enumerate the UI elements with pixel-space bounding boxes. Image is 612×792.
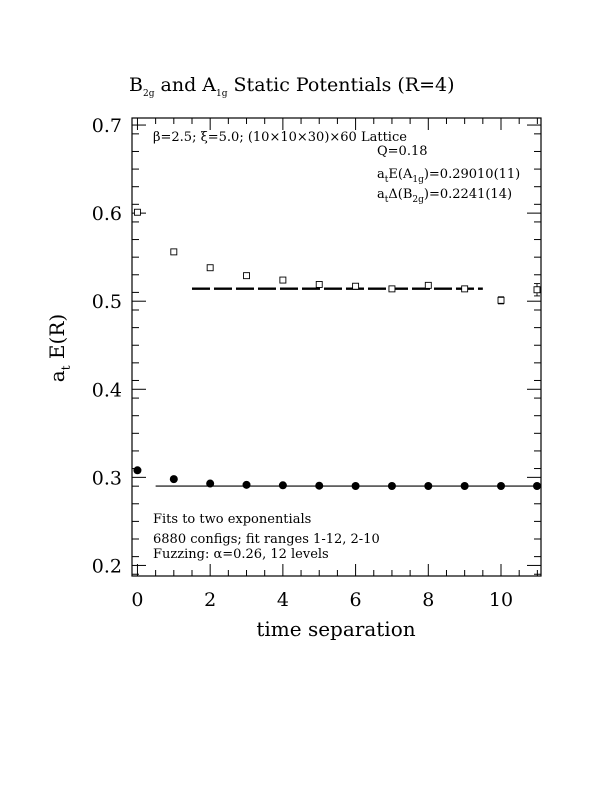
x-tick-label: 8 [422,589,434,611]
y-label-tail: E(R) [45,314,69,366]
energy-b2g-annotation: atΔ(B2g)=0.2241(14) [377,187,512,205]
energy-a1g-annotation: atE(A1g)=0.29010(11) [377,167,520,185]
y-tick-labels: 0.2 0.3 0.4 0.5 0.6 0.7 [92,115,122,577]
x-tick-labels: 0 2 4 6 8 10 [131,589,513,611]
title-part-b: B [129,74,143,96]
a1g-point [278,481,287,490]
title-part-and: and A [154,74,216,96]
a1g-point [424,481,433,490]
x-tick-label: 10 [489,589,513,611]
a1g-point [351,481,360,490]
y-tick-label: 0.3 [92,467,122,489]
y-label-sub-t: t [59,365,73,370]
x-axis-label: time separation [256,617,415,641]
energy-a-sub-t: t [385,175,389,185]
b2g-point [170,248,178,256]
configs-annotation: 6880 configs; fit ranges 1-12, 2-10 [153,532,380,547]
a1g-point [206,479,215,488]
axis-ticks [132,118,541,576]
a1g-point [133,466,142,475]
y-tick-label: 0.7 [92,115,122,137]
energy-a-mid: E(A [388,167,413,182]
y-tick-label: 0.5 [92,291,122,313]
y-tick-label: 0.2 [92,555,122,577]
fits-annotation: Fits to two exponentials [153,512,311,527]
y-axis-label: at E(R) [45,314,73,382]
energy-b-main: a [377,187,385,202]
energy-b-sub-2g: 2g [412,195,424,205]
energy-b-tail: )=0.2241(14) [424,187,512,202]
x-tick-label: 4 [277,589,289,611]
x-tick-label: 0 [131,589,143,611]
b2g-point [388,285,396,293]
a1g-point [460,481,469,490]
b2g-point [243,272,250,280]
b2g-point [497,296,505,304]
x-tick-label: 2 [204,589,216,611]
fuzzing-annotation: Fuzzing: α=0.26, 12 levels [153,547,329,562]
y-tick-label: 0.4 [92,379,122,401]
b2g-point [424,281,432,289]
b2g-point [352,282,360,290]
title-part-tail: Static Potentials (R=4) [228,74,455,96]
lattice-annotation: β=2.5; ξ=5.0; (10×10×30)×60 Lattice [153,130,407,145]
b2g-point [533,286,541,294]
fit-lines [155,287,541,487]
b2g-point [461,285,469,293]
data-points [133,208,541,490]
chart-title: B2g and A1g Static Potentials (R=4) [129,74,455,99]
energy-b-mid: Δ(B [388,187,412,202]
x-tick-label: 6 [350,589,362,611]
title-sub-b2g: 2g [143,89,155,99]
a1g-point [242,480,251,489]
a1g-point [169,475,178,484]
energy-a-main: a [377,167,385,182]
a1g-point [497,481,506,490]
energy-b-sub-t: t [385,195,389,205]
energy-a-sub-1g: 1g [412,175,424,185]
a1g-point [315,481,324,490]
b2g-point [279,276,287,284]
a1g-point [387,481,396,490]
b2g-point [315,281,323,288]
b2g-point [134,208,141,216]
a1g-point [533,481,541,490]
b2g-point [206,264,214,272]
energy-a-tail: )=0.29010(11) [424,167,520,182]
plot-frame [131,117,542,577]
y-label-a: a [45,370,69,382]
q-annotation: Q=0.18 [377,144,428,159]
y-tick-label: 0.6 [92,203,122,225]
title-sub-a1g: 1g [216,89,228,99]
